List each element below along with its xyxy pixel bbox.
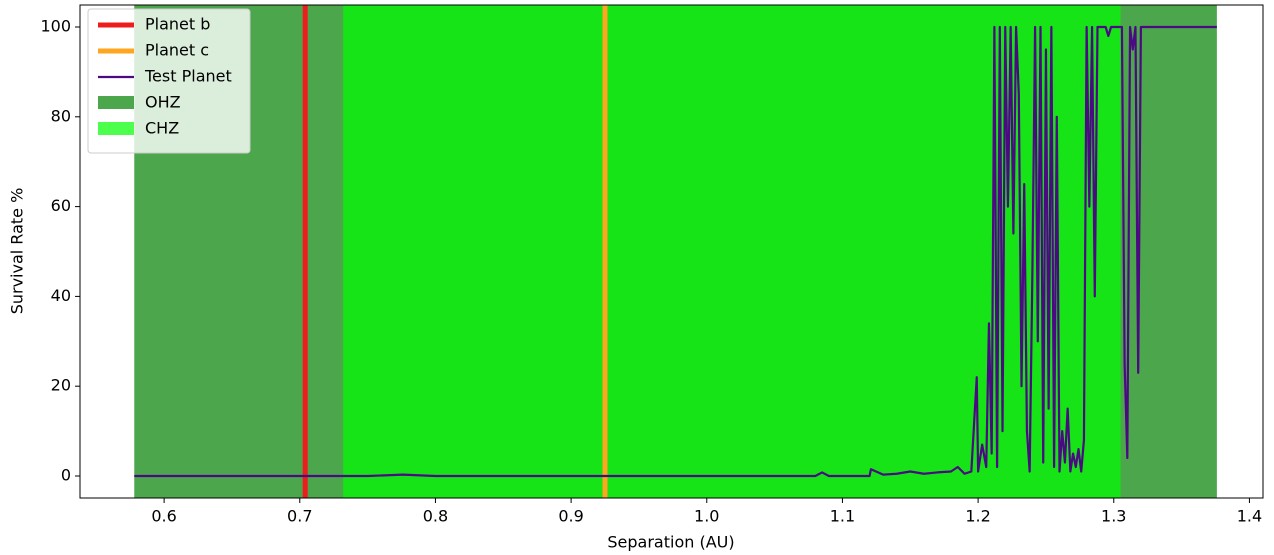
x-tick-label: 1.3 [1101,507,1126,526]
legend-swatch [98,122,134,135]
x-tick-label: 0.7 [287,507,312,526]
y-tick-label: 80 [51,106,71,125]
legend-swatch [98,96,134,109]
y-tick-label: 20 [51,376,71,395]
legend-label: OHZ [145,93,181,112]
y-tick-label: 60 [51,196,71,215]
y-tick-label: 100 [40,17,71,36]
legend-box [87,8,251,154]
x-tick-label: 0.8 [423,507,448,526]
x-tick-label: 0.6 [151,507,176,526]
x-tick-label: 1.4 [1237,507,1262,526]
x-tick-label: 0.9 [558,507,583,526]
y-tick-label: 40 [51,286,71,305]
plot-frame [79,4,1264,499]
x-tick-label: 1.0 [694,507,719,526]
x-tick-label: 1.1 [830,507,855,526]
legend-label: Planet c [145,41,209,60]
legend-label: CHZ [145,119,179,138]
x-tick-label: 1.2 [965,507,990,526]
y-axis-label: Survival Rate % [8,188,27,315]
series-line [134,25,1217,478]
x-axis-label: Separation (AU) [607,533,734,552]
legend-label: Test Planet [144,67,232,86]
legend-label: Planet b [145,15,210,34]
y-tick-label: 0 [61,465,71,484]
legend: Planet b Planet c Test Planet OHZ CHZ [87,8,251,154]
